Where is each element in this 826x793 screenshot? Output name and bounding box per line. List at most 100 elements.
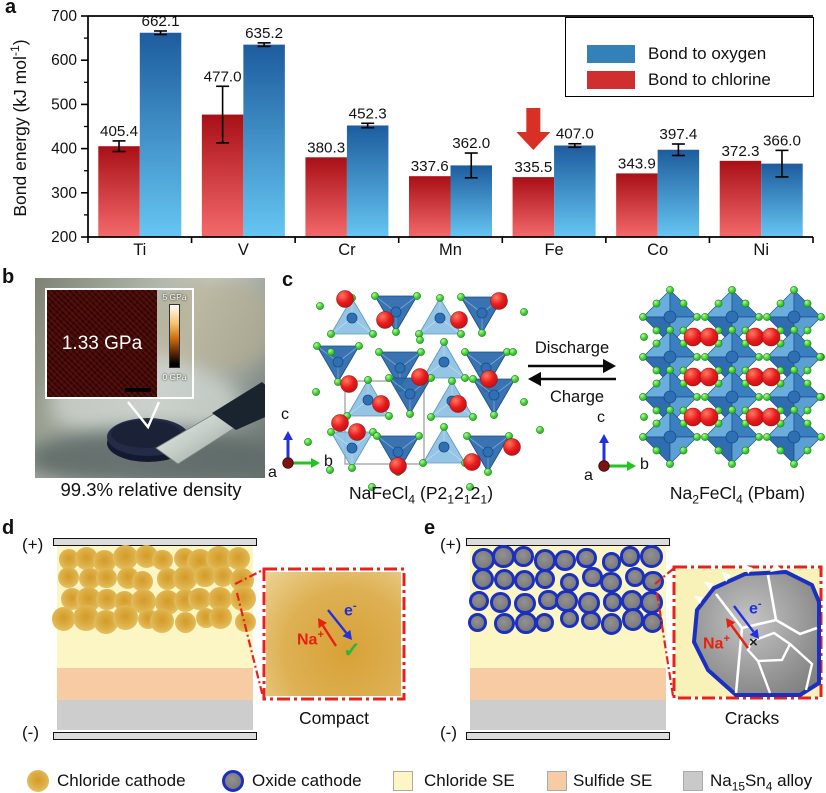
svg-text:Cr: Cr (338, 241, 356, 259)
chloride-cathode-particle (172, 566, 198, 591)
sulfide-se-layer-d (57, 668, 253, 700)
svg-text:362.0: 362.0 (452, 135, 490, 152)
relative-density-caption: 99.3% relative density (60, 479, 242, 500)
chloride-cathode-particle (79, 567, 101, 590)
colorbar-min-label: 0 GPa (162, 372, 187, 382)
colorbar-max-label: 5 GPa (162, 292, 187, 302)
oxide-cathode-particle (602, 592, 623, 612)
oxide-cathode-particle (560, 609, 580, 629)
axis-a-label-left: a (268, 464, 277, 481)
current-collector-top-d (53, 538, 257, 546)
oxide-cathode-particle (492, 545, 515, 568)
axis-c-label-left: c (281, 406, 289, 423)
legend-alloy-label: Na15Sn4 alloy (710, 771, 813, 793)
chloride-cathode-particle (152, 549, 174, 571)
chloride-cathode-particle (113, 605, 138, 631)
positive-terminal-d: (+) (22, 535, 44, 554)
svg-text:405.4: 405.4 (100, 123, 138, 140)
legend-sulfide-se-label: Sulfide SE (573, 771, 653, 790)
oxide-cathode-particle (619, 546, 641, 567)
legend-alloy-icon (683, 771, 703, 791)
legend-sulfide-se-icon (547, 771, 567, 791)
electron-label-d: e- (344, 600, 357, 620)
sulfide-se-layer-e (470, 668, 666, 700)
oxide-cathode-particle (600, 613, 622, 635)
scale-bar (125, 388, 151, 392)
discharge-label: Discharge (534, 339, 610, 357)
svg-text:400: 400 (51, 141, 77, 158)
chloride-cathode-particle (57, 567, 79, 589)
negative-terminal-e: (-) (440, 723, 457, 742)
panel-label-e: e (424, 517, 436, 539)
colorbar-gradient (169, 304, 180, 368)
oxide-cathode-particles (467, 545, 666, 635)
chart-legend-label-chlorine: Bond to chlorine (648, 70, 771, 89)
svg-text:407.0: 407.0 (556, 126, 594, 143)
current-collector-top-e (466, 538, 670, 546)
y-axis-label: Bond energy (kJ mol-1) (8, 39, 30, 217)
cracks-inset (675, 569, 820, 697)
chloride-cathode-particle (150, 609, 175, 634)
chloride-particle-zoom (266, 572, 401, 696)
chloride-cathode-particle (51, 607, 76, 631)
oxide-cathode-particle (514, 592, 537, 615)
chloride-cathode-particle (95, 567, 117, 589)
svg-text:335.5: 335.5 (514, 159, 552, 176)
chloride-cathode-particle (96, 588, 118, 611)
charge-label: Charge (549, 388, 605, 406)
chloride-cathode-particle (131, 570, 153, 593)
compact-inset (266, 572, 401, 696)
oxide-cathode-particle (642, 570, 664, 593)
oxide-cathode-particle (600, 571, 622, 594)
chloride-cathode-particle (94, 610, 118, 634)
chloride-cathode-particle (113, 545, 139, 571)
oxide-cathode-particle (581, 610, 601, 631)
oxide-cathode-particle (640, 590, 663, 614)
hardness-value: 1.33 GPa (61, 332, 143, 354)
panel-label-b: b (2, 266, 15, 288)
svg-text:337.6: 337.6 (411, 158, 449, 175)
cracks-caption: Cracks (724, 708, 780, 728)
panel-label-c: c (282, 269, 294, 291)
nanoindentation-inset: 1.33 GPa 5 GPa 0 GPa (45, 288, 194, 399)
svg-text:366.0: 366.0 (763, 132, 801, 149)
positive-terminal-e: (+) (440, 535, 462, 554)
svg-text:380.3: 380.3 (307, 139, 345, 156)
oxide-cathode-particle (642, 611, 664, 633)
nafecl4-caption: NaFeCl4 (P212121) (348, 483, 494, 507)
svg-text:Co: Co (647, 241, 668, 259)
axis-b-label-right: b (640, 456, 649, 473)
legend-chloride-se-label: Chloride SE (424, 771, 515, 790)
svg-text:600: 600 (51, 52, 77, 69)
chloride-cathode-particle (229, 585, 256, 612)
legend-oxide-cathode-label: Oxide cathode (252, 771, 362, 790)
chart-legend-label-oxygen: Bond to oxygen (648, 44, 767, 63)
svg-text:635.2: 635.2 (245, 25, 283, 42)
alloy-anode-layer-d (57, 700, 253, 730)
chloride-cathode-particle (212, 566, 234, 587)
svg-text:700: 700 (51, 8, 77, 25)
oxide-cathode-particle (514, 569, 536, 591)
chloride-cathode-particle (227, 546, 251, 571)
oxide-cathode-particle (534, 612, 554, 632)
chart-legend-swatch-chlorine (587, 71, 635, 89)
oxide-cathode-particle (490, 592, 512, 614)
chloride-cathode-particle (92, 549, 117, 574)
na-ion-label-e: Na+ (703, 633, 730, 653)
photo-shadow (35, 428, 265, 478)
oxide-cathode-particle (621, 608, 645, 632)
chloride-cathode-particle (188, 587, 211, 610)
axis-b-label-left: b (324, 453, 333, 470)
svg-text:397.4: 397.4 (659, 126, 697, 143)
chart-legend-swatch-oxygen (587, 45, 635, 63)
oxide-cathode-particle (471, 568, 494, 591)
axis-c-label-right: c (597, 409, 605, 426)
svg-text:662.1: 662.1 (142, 13, 180, 30)
oxide-cathode-particle (602, 552, 622, 572)
oxide-cathode-particle (512, 546, 534, 567)
hardness-map: 1.33 GPa (47, 290, 157, 397)
svg-text:372.3: 372.3 (721, 143, 759, 160)
hardness-colorbar: 5 GPa 0 GPa (157, 290, 192, 397)
